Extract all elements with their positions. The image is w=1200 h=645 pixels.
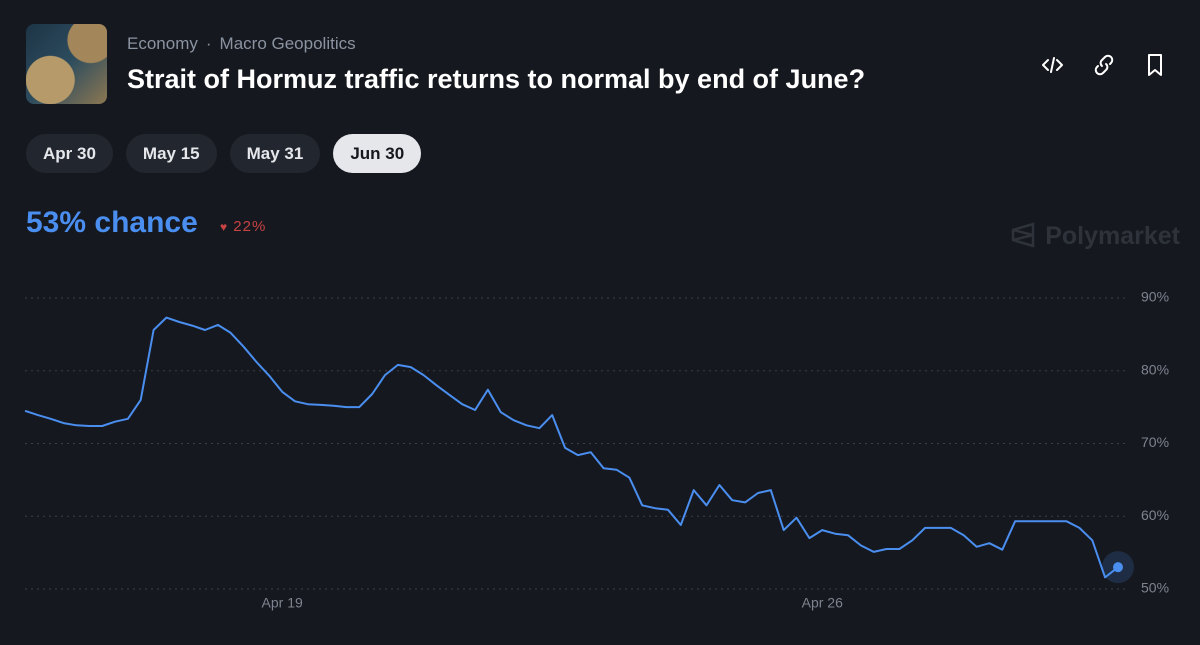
embed-button[interactable] — [1042, 57, 1063, 73]
y-tick-label: 80% — [1141, 361, 1169, 377]
y-tick-label: 60% — [1141, 507, 1169, 523]
market-image — [26, 24, 107, 104]
market-title: Strait of Hormuz traffic returns to norm… — [127, 64, 866, 94]
change-value: 22% — [233, 218, 267, 235]
change: ♥ 22% — [220, 218, 267, 235]
bookmark-button[interactable] — [1148, 54, 1162, 76]
link-button[interactable] — [1094, 54, 1114, 76]
y-tick-label: 70% — [1141, 434, 1169, 450]
subcategory[interactable]: Macro Geopolitics — [219, 34, 356, 53]
date-tab[interactable]: Apr 30 — [26, 134, 113, 173]
action-icons — [1042, 54, 1162, 76]
end-point — [1113, 562, 1123, 573]
brand: Polymarket — [1011, 222, 1180, 251]
y-tick-label: 50% — [1141, 580, 1169, 596]
date-tab[interactable]: May 15 — [125, 134, 217, 173]
category[interactable]: Economy — [127, 34, 198, 53]
breadcrumbs: Economy · Macro Geopolitics — [127, 34, 356, 53]
x-tick-label: Apr 26 — [802, 595, 843, 611]
y-tick-label: 90% — [1141, 289, 1169, 305]
brand-name: Polymarket — [1045, 222, 1180, 250]
date-tab[interactable]: May 31 — [229, 134, 321, 173]
date-tabs: Apr 30 May 15 May 31 Jun 30 — [26, 134, 422, 173]
date-tab[interactable]: Jun 30 — [333, 134, 422, 173]
price-line — [24, 316, 1119, 579]
x-tick-label: Apr 19 — [262, 595, 303, 611]
chance: 53% chance — [26, 206, 198, 239]
